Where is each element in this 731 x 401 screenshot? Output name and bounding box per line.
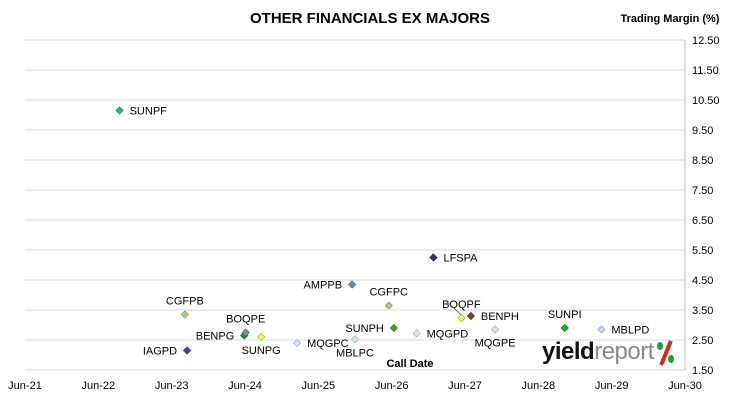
point-label-benpg: BENPG [196, 331, 235, 343]
point-label-sunph: SUNPH [345, 323, 384, 335]
x-tick-label: Jun-26 [375, 380, 409, 392]
y-tick-label: 8.50 [692, 155, 713, 167]
point-label-mqgpd: MQGPD [427, 328, 469, 340]
point-label-iagpd: IAGPD [143, 346, 177, 358]
y-tick-label: 11.50 [692, 65, 719, 77]
x-tick-label: Jun-21 [8, 380, 42, 392]
data-point-mqgpc [292, 338, 302, 348]
data-point-mqgpe [490, 325, 500, 334]
y-tick-label: 9.50 [692, 125, 713, 137]
point-label-sunpi: SUNPI [548, 309, 582, 321]
x-tick-label: Jun-30 [668, 380, 702, 392]
point-label-sunpf: SUNPF [130, 106, 168, 118]
data-point-cgfpb [180, 310, 190, 319]
y-tick-label: 6.50 [692, 215, 713, 227]
point-label-sunpg: SUNPG [242, 345, 281, 357]
y-tick-label: 4.50 [692, 275, 713, 287]
y-tick-label: 5.50 [692, 245, 713, 257]
y-tick-label: 7.50 [692, 185, 713, 197]
point-label-mblpc: MBLPC [336, 347, 374, 359]
data-point-mblpc [350, 335, 360, 344]
point-label-boqpf: BOQPF [442, 299, 481, 311]
yieldreport-logo: yieldreport [542, 338, 676, 372]
y-tick-label: 10.50 [692, 95, 720, 107]
chart-title: OTHER FINANCIALS EX MAJORS [249, 10, 490, 27]
x-tick-label: Jun-28 [522, 380, 556, 392]
point-label-mqgpe: MQGPE [475, 338, 516, 350]
data-point-boqpf [457, 313, 466, 323]
point-label-amppb: AMPPB [304, 280, 343, 292]
data-point-lfspa [429, 253, 438, 262]
point-label-cgfpb: CGFPB [166, 296, 204, 308]
x-tick-label: Jun-24 [228, 380, 262, 392]
leader-line [447, 301, 462, 316]
point-label-lfspa: LFSPA [443, 253, 478, 265]
y-tick-label: 12.50 [692, 35, 720, 47]
percent-icon [656, 338, 676, 366]
y-tick-label: 3.50 [692, 305, 713, 317]
data-point-sunph [389, 323, 399, 333]
data-point-cgfpc [384, 301, 393, 310]
data-point-mqgpd [412, 329, 421, 338]
point-label-boqpe: BOQPE [226, 314, 265, 326]
x-tick-label: Jun-22 [82, 380, 116, 392]
x-tick-label: Jun-25 [302, 380, 336, 392]
data-point-benph [466, 311, 476, 321]
point-label-mblpd: MBLPD [611, 325, 649, 337]
x-axis-label: Call Date [386, 358, 434, 370]
y-tick-label: 2.50 [692, 335, 713, 347]
data-point-sunpg [256, 332, 266, 342]
x-tick-label: Jun-27 [448, 380, 482, 392]
x-tick-label: Jun-29 [595, 380, 629, 392]
y-axis-label: Trading Margin (%) [620, 13, 720, 25]
y-tick-label: 1.50 [692, 365, 713, 377]
data-point-sunpf [115, 106, 124, 115]
point-label-mqgpc: MQGPC [307, 338, 349, 350]
data-point-mblpd [597, 325, 606, 334]
point-label-benph: BENPH [481, 311, 519, 323]
point-label-cgfpc: CGFPC [369, 287, 408, 299]
x-tick-label: Jun-23 [155, 380, 189, 392]
data-point-iagpd [182, 346, 192, 355]
data-point-boqpe [241, 328, 250, 337]
data-point-sunpi [560, 323, 569, 333]
data-point-amppb [347, 280, 357, 289]
